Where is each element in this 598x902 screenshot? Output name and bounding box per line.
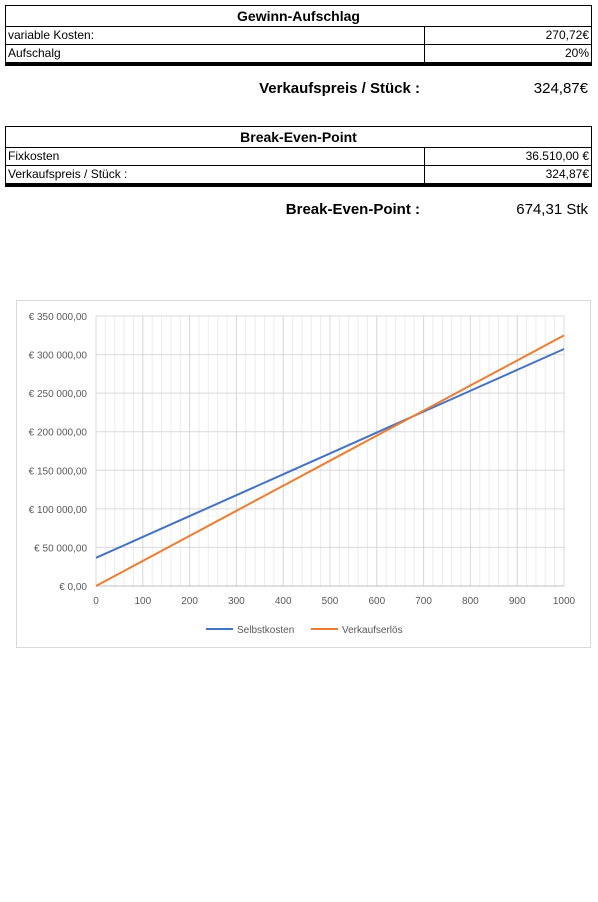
verkaufspreis-result-value: 324,87€	[533, 80, 588, 97]
x-tick-label: 600	[368, 596, 385, 607]
x-tick-label: 800	[462, 596, 479, 607]
legend-label: Selbstkosten	[237, 625, 294, 636]
break-even-title: Break-Even-Point	[5, 126, 592, 148]
chart-svg: € 0,00 € 50 000,00 € 100 000,00 € 150 000,0…	[29, 312, 576, 636]
x-tick-label: 300	[228, 596, 245, 607]
y-tick-label: € 150 000,00	[29, 466, 88, 477]
y-tick-label: € 100 000,00	[29, 505, 88, 516]
break-even-result-value: 674,31 Stk	[516, 201, 588, 218]
x-tick-label: 200	[181, 596, 198, 607]
x-tick-label: 700	[415, 596, 432, 607]
variable-kosten-label: variable Kosten:	[5, 26, 425, 45]
legend-label: Verkaufserlös	[342, 625, 403, 636]
series-line-selbstkosten	[95, 348, 565, 559]
y-tick-label: € 350 000,00	[29, 312, 88, 323]
y-tick-label: € 50 000,00	[34, 543, 87, 554]
aufschlag-label: Aufschalg	[5, 44, 425, 66]
x-tick-label: 500	[322, 596, 339, 607]
y-tick-label: € 250 000,00	[29, 389, 88, 400]
series-line-verkaufserlös	[95, 334, 565, 587]
y-tick-label: € 200 000,00	[29, 428, 88, 439]
x-tick-label: 1000	[553, 596, 576, 607]
y-tick-label: € 300 000,00	[29, 351, 88, 362]
verkaufspreis-result-label: Verkaufspreis / Stück :	[259, 80, 420, 97]
break-even-chart: € 0,00 € 50 000,00 € 100 000,00 € 150 000,0…	[16, 300, 591, 648]
x-tick-label: 100	[134, 596, 151, 607]
x-tick-label: 400	[275, 596, 292, 607]
verkaufspreis-label: Verkaufspreis / Stück :	[5, 165, 425, 187]
break-even-table: Break-Even-Point Fixkosten 36.510,00 € V…	[5, 126, 592, 187]
x-tick-label: 900	[509, 596, 526, 607]
fixkosten-label: Fixkosten	[5, 147, 425, 166]
verkaufspreis-value: 324,87€	[424, 165, 592, 187]
aufschlag-value: 20%	[424, 44, 592, 66]
variable-kosten-value: 270,72€	[424, 26, 592, 45]
gewinn-aufschlag-title: Gewinn-Aufschlag	[5, 5, 592, 27]
fixkosten-value: 36.510,00 €	[424, 147, 592, 166]
y-tick-label: € 0,00	[59, 582, 87, 593]
gewinn-aufschlag-table: Gewinn-Aufschlag variable Kosten: 270,72…	[5, 5, 592, 66]
x-tick-label: 0	[93, 596, 99, 607]
break-even-result-label: Break-Even-Point :	[285, 201, 420, 218]
